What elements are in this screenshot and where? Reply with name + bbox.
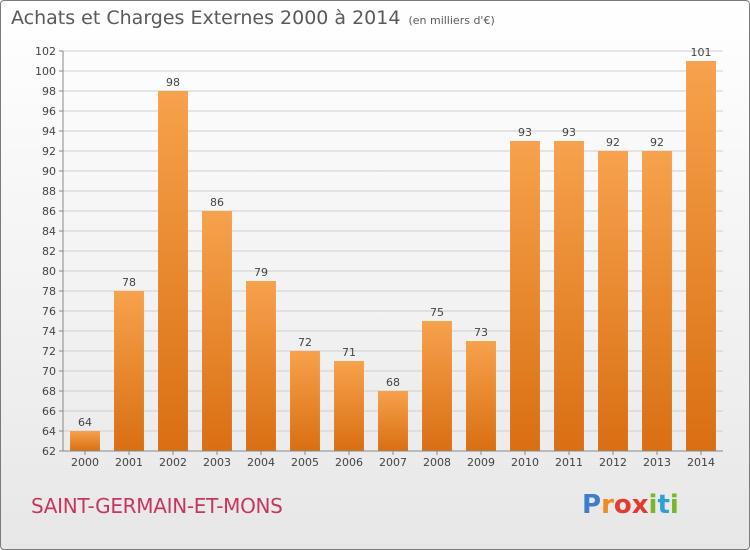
x-tick-label: 2007 <box>379 456 407 469</box>
data-label: 71 <box>342 346 356 359</box>
bar <box>246 281 276 451</box>
y-tick-label: 62 <box>42 445 56 458</box>
data-label: 68 <box>386 376 400 389</box>
y-tick-label: 72 <box>42 345 56 358</box>
bar <box>290 351 320 451</box>
data-label: 92 <box>606 136 620 149</box>
y-tick-label: 96 <box>42 105 56 118</box>
x-tick-label: 2013 <box>643 456 671 469</box>
data-label: 98 <box>166 76 180 89</box>
bar <box>70 431 100 451</box>
y-axis: 62 64 66 68 70 72 74 76 78 80 82 84 86 88 90 92 94 96 98 10… <box>35 45 64 458</box>
y-tick-label: 80 <box>42 265 56 278</box>
data-label: 93 <box>518 126 532 139</box>
bar <box>422 321 452 451</box>
y-tick-label: 102 <box>35 45 56 58</box>
proxiti-logo: Proxiti <box>582 490 679 520</box>
y-tick-label: 98 <box>42 85 56 98</box>
bar <box>378 391 408 451</box>
x-axis: 2000 2001 2002 2003 2004 2005 2006 2007 2008 2009… <box>63 450 723 469</box>
data-label: 73 <box>474 326 488 339</box>
y-tick-label: 68 <box>42 385 56 398</box>
y-tick-label: 100 <box>35 65 56 78</box>
x-tick-label: 2012 <box>599 456 627 469</box>
y-tick-label: 78 <box>42 285 56 298</box>
bars <box>70 61 716 451</box>
y-tick-label: 64 <box>42 425 56 438</box>
data-label: 78 <box>122 276 136 289</box>
data-label: 64 <box>78 416 92 429</box>
x-tick-label: 2005 <box>291 456 319 469</box>
bar <box>598 151 628 451</box>
y-tick-label: 70 <box>42 365 56 378</box>
x-tick-label: 2001 <box>115 456 143 469</box>
logo-letter: P <box>582 490 602 520</box>
y-tick-label: 76 <box>42 305 56 318</box>
y-tick-label: 94 <box>42 125 56 138</box>
data-label: 101 <box>691 46 712 59</box>
x-tick-label: 2010 <box>511 456 539 469</box>
data-label: 86 <box>210 196 224 209</box>
logo-letter: o <box>613 490 632 520</box>
x-tick-label: 2003 <box>203 456 231 469</box>
logo-letter: i <box>669 490 679 520</box>
bar <box>686 61 716 451</box>
commune-name: SAINT-GERMAIN-ET-MONS <box>31 494 283 518</box>
chart-title: Achats et Charges Externes 2000 à 2014 (e… <box>11 7 495 29</box>
chart-title-text: Achats et Charges Externes 2000 à 2014 <box>11 7 401 29</box>
bar <box>466 341 496 451</box>
data-label: 79 <box>254 266 268 279</box>
bar <box>158 91 188 451</box>
bar <box>202 211 232 451</box>
logo-letter: t <box>657 490 670 520</box>
y-tick-label: 86 <box>42 205 56 218</box>
y-tick-label: 66 <box>42 405 56 418</box>
data-label: 92 <box>650 136 664 149</box>
logo-letter: i <box>648 490 658 520</box>
y-tick-label: 74 <box>42 325 56 338</box>
x-tick-label: 2014 <box>687 456 715 469</box>
y-tick-label: 88 <box>42 185 56 198</box>
logo-letter: r <box>601 490 614 520</box>
data-label: 93 <box>562 126 576 139</box>
x-tick-label: 2006 <box>335 456 363 469</box>
x-tick-label: 2002 <box>159 456 187 469</box>
x-tick-label: 2009 <box>467 456 495 469</box>
x-tick-label: 2011 <box>555 456 583 469</box>
logo-letter: x <box>631 490 649 520</box>
bar <box>334 361 364 451</box>
data-labels: 64 78 98 86 79 72 71 68 75 73 93 93 92 92 101 <box>78 46 712 429</box>
bar <box>642 151 672 451</box>
y-tick-label: 82 <box>42 245 56 258</box>
y-tick-label: 90 <box>42 165 56 178</box>
data-label: 72 <box>298 336 312 349</box>
data-label: 75 <box>430 306 444 319</box>
x-tick-label: 2000 <box>71 456 99 469</box>
x-tick-label: 2008 <box>423 456 451 469</box>
bar <box>554 141 584 451</box>
y-tick-label: 84 <box>42 225 56 238</box>
bar <box>510 141 540 451</box>
bar <box>114 291 144 451</box>
y-tick-label: 92 <box>42 145 56 158</box>
x-tick-label: 2004 <box>247 456 275 469</box>
chart-unit-label: (en milliers d'€) <box>408 14 495 27</box>
